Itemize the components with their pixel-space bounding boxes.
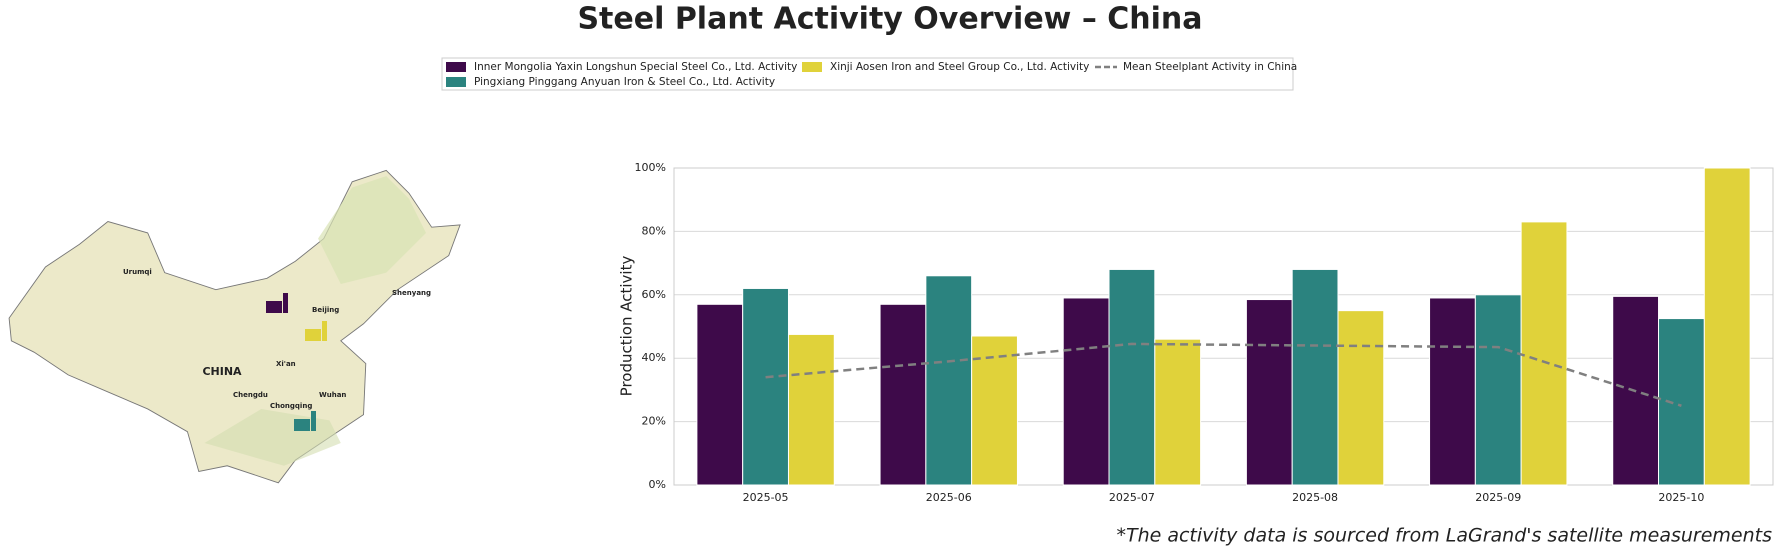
- y-tick-label: 20%: [642, 415, 666, 428]
- mean-line: [765, 342, 1682, 407]
- bar: [1108, 268, 1156, 486]
- y-tick-label: 40%: [642, 351, 666, 364]
- x-tick-label: 2025-09: [1475, 491, 1521, 504]
- bar: [925, 275, 973, 486]
- x-tick-label: 2025-07: [1109, 491, 1155, 504]
- y-tick-label: 80%: [642, 224, 666, 237]
- y-tick-label: 60%: [642, 288, 666, 301]
- legend-label: Mean Steelplant Activity in China: [1123, 61, 1297, 73]
- bar: [1337, 310, 1385, 486]
- bar: [1703, 167, 1751, 486]
- chart-title: Steel Plant Activity Overview – China: [577, 2, 1202, 37]
- bar: [742, 287, 789, 486]
- legend-label: Pingxiang Pinggang Anyuan Iron & Steel C…: [474, 76, 775, 88]
- bar: [1474, 294, 1522, 486]
- plot-frame: [673, 167, 1774, 486]
- plant-icon: [305, 329, 321, 341]
- legend-swatch: [446, 77, 466, 87]
- map-relief: [318, 176, 426, 284]
- map-label: Wuhan: [319, 391, 346, 399]
- x-tick-label: 2025-05: [743, 491, 789, 504]
- plant-icon: [311, 411, 316, 431]
- bar: [1291, 268, 1339, 486]
- y-tick-label: 0%: [649, 478, 666, 491]
- x-tick-label: 2025-06: [926, 491, 972, 504]
- map-label: Chengdu: [233, 391, 268, 399]
- plant-icon: [266, 301, 282, 313]
- plant-icon: [283, 293, 288, 313]
- x-tick-label: 2025-08: [1292, 491, 1338, 504]
- legend-label: Inner Mongolia Yaxin Longshun Special St…: [474, 61, 797, 73]
- footnote: *The activity data is sourced from LaGra…: [1116, 525, 1772, 547]
- bar: [1062, 297, 1110, 486]
- map-label: Urumqi: [123, 268, 152, 276]
- plant-icon: [294, 419, 310, 431]
- bar: [696, 303, 744, 486]
- plant-icon: [322, 321, 327, 341]
- bar: [1520, 221, 1568, 486]
- map: [8, 169, 461, 484]
- legend-box: [441, 57, 1294, 91]
- legend-swatch: [802, 62, 822, 72]
- bar: [971, 335, 1018, 486]
- map-label: Chongqing: [270, 402, 312, 410]
- map-label: Shenyang: [392, 289, 431, 297]
- bar: [879, 303, 927, 486]
- bar: [1245, 299, 1293, 486]
- legend-swatch: [446, 62, 466, 72]
- map-label: Xi'an: [276, 360, 296, 368]
- bar: [1154, 338, 1202, 486]
- y-tick-label: 100%: [635, 161, 666, 174]
- x-tick-label: 2025-10: [1658, 491, 1704, 504]
- map-label: CHINA: [202, 365, 242, 378]
- bar: [1429, 297, 1476, 486]
- legend-label: Xinji Aosen Iron and Steel Group Co., Lt…: [830, 61, 1089, 73]
- y-axis-label: Production Activity: [618, 256, 636, 397]
- bar: [787, 333, 835, 486]
- map-label: Beijing: [312, 306, 339, 314]
